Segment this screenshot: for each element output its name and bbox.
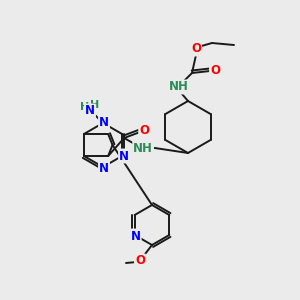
Text: O: O (139, 124, 149, 136)
Text: O: O (191, 43, 201, 56)
Text: O: O (210, 64, 220, 76)
Text: N: N (119, 149, 129, 163)
Text: H: H (90, 100, 100, 110)
Text: NH: NH (169, 80, 189, 94)
Text: N: N (99, 116, 109, 130)
Text: N: N (85, 104, 95, 118)
Text: N: N (131, 230, 141, 242)
Text: N: N (99, 161, 109, 175)
Text: H: H (80, 102, 90, 112)
Text: O: O (135, 254, 145, 268)
Text: NH: NH (133, 142, 153, 154)
